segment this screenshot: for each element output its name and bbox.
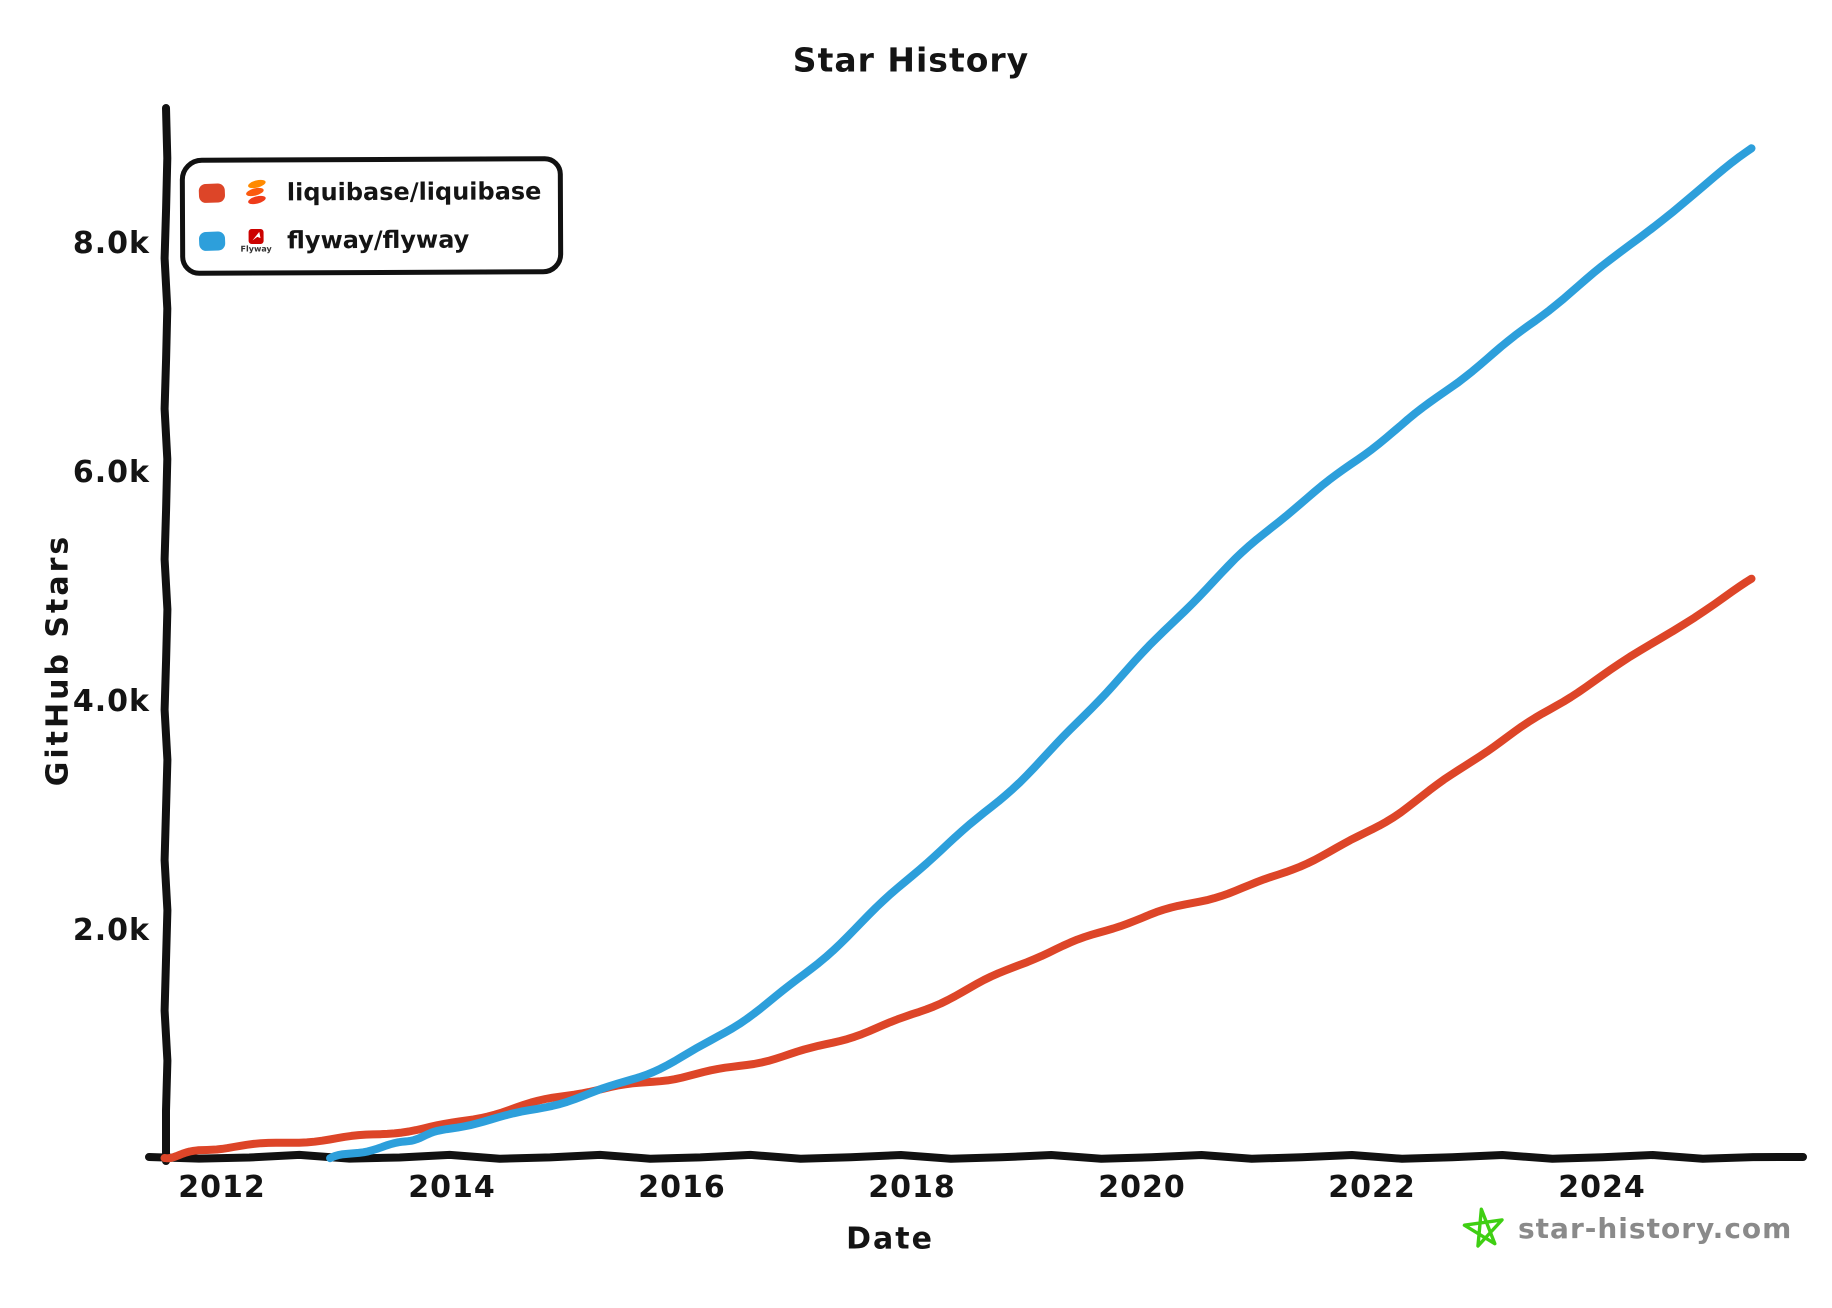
series-line-flyway <box>326 144 1756 1163</box>
x-axis-line <box>145 1150 1807 1163</box>
x-tick-label: 2022 <box>1328 1170 1416 1205</box>
y-axis-title: GitHub Stars <box>40 533 76 787</box>
y-axis-line <box>160 104 172 1165</box>
flyway-logo-caption: Flyway <box>240 243 272 254</box>
legend-item-label: liquibase/liquibase <box>286 177 542 207</box>
legend-swatch-flyway <box>198 230 226 251</box>
y-tick-label: 6.0k <box>73 455 150 490</box>
flyway-logo-icon: Flyway <box>239 228 273 253</box>
watermark: star-history.com <box>1462 1205 1792 1251</box>
page-title: Star History <box>792 40 1030 80</box>
legend-item-label: flyway/flyway <box>287 225 470 255</box>
legend-item-flyway: Flyway flyway/flyway <box>198 217 544 263</box>
y-tick-label: 2.0k <box>73 913 150 948</box>
watermark-text: star-history.com <box>1518 1211 1793 1245</box>
legend: liquibase/liquibase Flyway flyway/flyway <box>179 156 564 276</box>
y-tick-label: 8.0k <box>73 226 150 261</box>
x-tick-label: 2016 <box>638 1170 726 1205</box>
x-tick-label: 2024 <box>1558 1170 1646 1205</box>
legend-swatch-liquibase <box>198 182 226 203</box>
series-line-liquibase <box>160 574 1756 1163</box>
star-icon <box>1459 1202 1509 1254</box>
x-tick-label: 2012 <box>178 1170 266 1205</box>
x-tick-label: 2020 <box>1098 1170 1186 1205</box>
liquibase-logo-icon <box>239 178 273 206</box>
x-tick-label: 2014 <box>408 1170 496 1205</box>
y-tick-label: 4.0k <box>73 684 150 719</box>
x-tick-label: 2018 <box>868 1170 956 1205</box>
x-axis-title: Date <box>846 1221 934 1257</box>
legend-item-liquibase: liquibase/liquibase <box>198 169 544 215</box>
